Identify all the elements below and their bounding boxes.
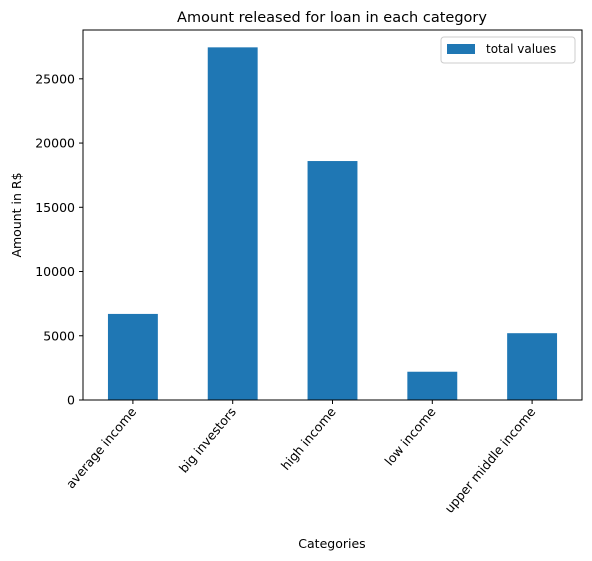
legend: total values (440, 36, 576, 64)
x-axis: average income big investors high income lo… (63, 400, 539, 516)
legend-frame (440, 36, 576, 64)
y-tick-label: 5000 (43, 328, 75, 343)
bar-average-income (107, 313, 158, 400)
y-tick-label: 15000 (35, 200, 75, 215)
bar-big-investors (207, 47, 258, 400)
legend-label: total values (486, 42, 556, 56)
bar-low-income (407, 371, 458, 400)
bar-upper-middle-income (507, 333, 558, 400)
bars-group (107, 47, 558, 400)
bar-high-income (307, 161, 358, 400)
y-axis-label: Amount in R$ (9, 172, 24, 257)
legend-swatch (447, 44, 475, 54)
y-tick-label: 10000 (35, 264, 75, 279)
y-axis: 0 5000 10000 15000 20000 25000 (35, 71, 83, 408)
x-tick-label: upper middle income (441, 404, 538, 516)
y-tick-label: 0 (67, 393, 75, 408)
plot-frame (82, 29, 583, 401)
x-tick-label: big investors (176, 404, 239, 475)
y-tick-label: 20000 (35, 136, 75, 151)
chart-title: Amount released for loan in each categor… (177, 10, 487, 26)
x-tick-label: average income (63, 404, 140, 491)
x-axis-label: Categories (298, 536, 365, 551)
x-tick-label: high income (278, 404, 339, 473)
y-tick-label: 25000 (35, 71, 75, 86)
x-tick-label: low income (381, 404, 438, 468)
